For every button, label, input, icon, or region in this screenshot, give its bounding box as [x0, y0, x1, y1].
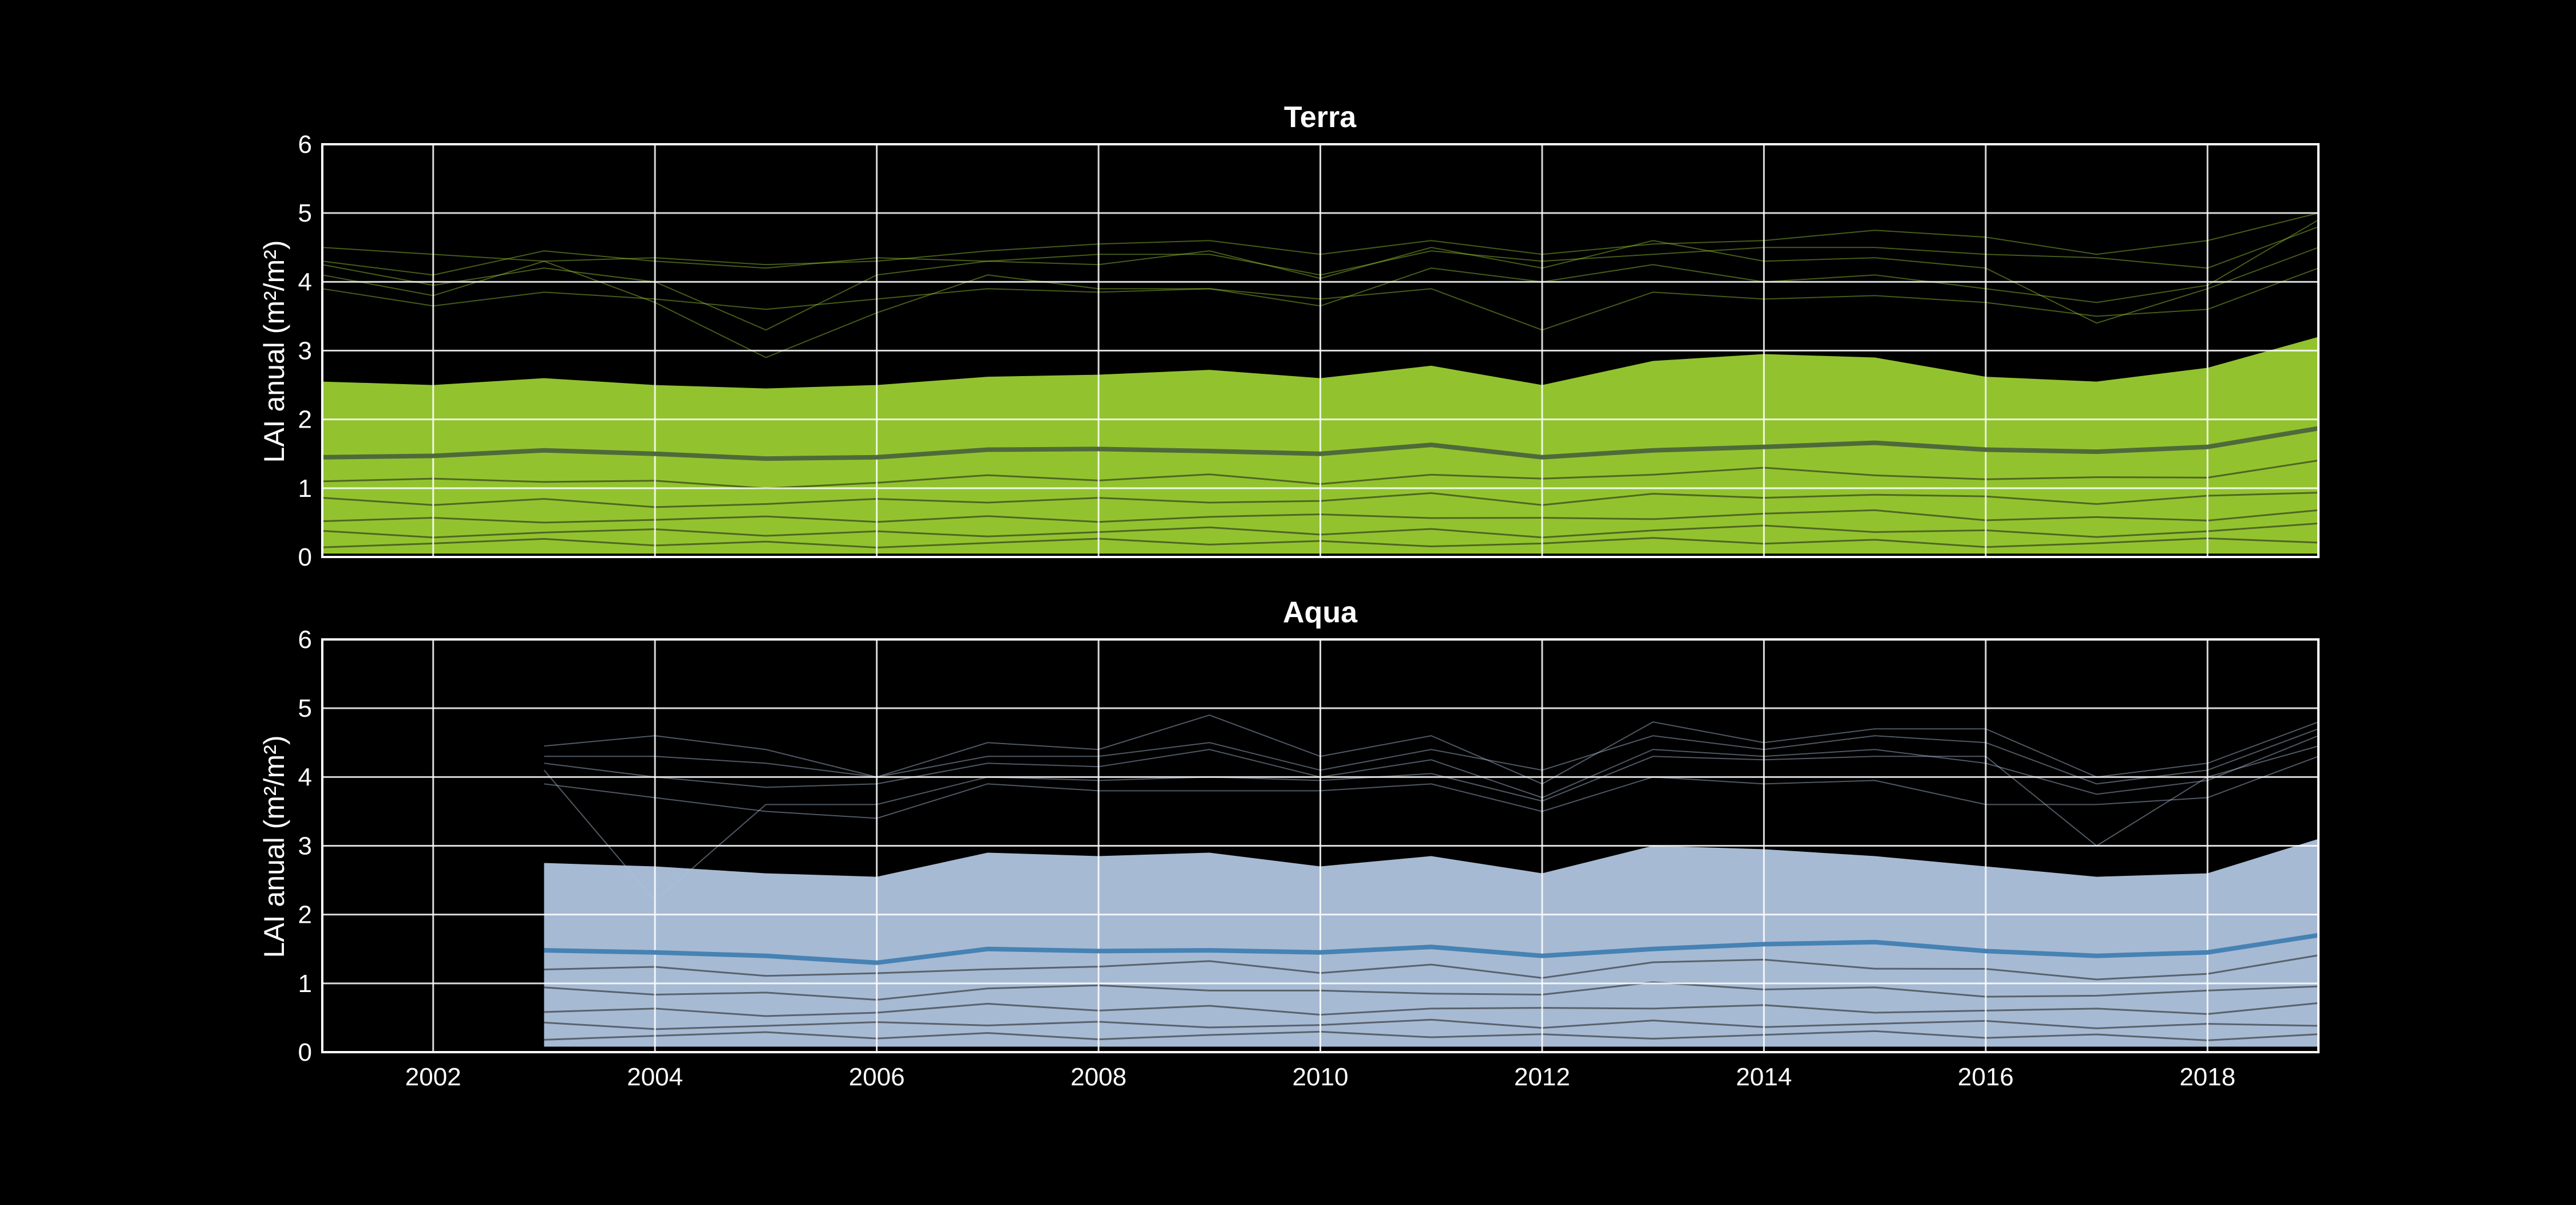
- aqua-high-series-4: [543, 745, 2319, 902]
- aqua-xtick-label: 2004: [627, 1063, 683, 1091]
- aqua-plot-area: 0 1 2 3 4 5 6 2002 2004 2006 2008 2010 2012 2014 2016 2…: [298, 626, 2320, 1091]
- aqua-ytick-label: 4: [298, 763, 312, 791]
- aqua-ytick-label: 6: [298, 626, 312, 654]
- aqua-low-series-2: [544, 1002, 2319, 1017]
- terra-axes-frame: [321, 143, 2320, 558]
- aqua-axes-frame: [321, 638, 2320, 1053]
- terra-ytick-label: 2: [298, 406, 312, 434]
- aqua-high-series-3: [544, 756, 2319, 819]
- aqua-xtick-label: 2016: [1958, 1063, 2014, 1091]
- terra-ytick-label: 3: [298, 337, 312, 365]
- aqua-high-series-1: [544, 728, 2319, 785]
- terra-panel: Terra LAI anual (m²/m²) 0 1 2 3 4 5 6: [258, 101, 2320, 571]
- aqua-band: [544, 839, 2319, 1047]
- aqua-xtick-label: 2018: [2179, 1063, 2235, 1091]
- aqua-xtick-label: 2002: [405, 1063, 461, 1091]
- terra-ylabel: LAI anual (m²/m²): [258, 240, 290, 463]
- aqua-mean-line: [544, 933, 2319, 965]
- aqua-low-series-1: [544, 1018, 2319, 1030]
- aqua-ytick-label: 2: [298, 901, 312, 929]
- aqua-ytick-label: 5: [298, 694, 312, 722]
- aqua-ytick-label: 3: [298, 832, 312, 860]
- aqua-low-series-4: [544, 954, 2319, 981]
- terra-ytick-label: 6: [298, 131, 312, 159]
- aqua-xtick-label: 2014: [1736, 1063, 1792, 1091]
- aqua-panel: Aqua LAI anual (m²/m²) 0 1 2 3 4 5 6 2002 2004 20…: [258, 596, 2320, 1091]
- aqua-ytick-label: 0: [298, 1038, 312, 1066]
- terra-plot-area: 0 1 2 3 4 5 6: [298, 131, 2320, 571]
- aqua-low-series-3: [544, 981, 2319, 1001]
- aqua-xtick-label: 2010: [1293, 1063, 1349, 1091]
- terra-ytick-label: 4: [298, 268, 312, 296]
- aqua-low-series-0: [544, 1030, 2319, 1041]
- aqua-ylabel: LAI anual (m²/m²): [258, 736, 290, 958]
- aqua-xtick-label: 2008: [1070, 1063, 1127, 1091]
- aqua-high-series-0: [544, 714, 2319, 785]
- terra-ytick-label: 0: [298, 543, 312, 571]
- terra-ytick-label: 1: [298, 475, 312, 503]
- aqua-xtick-label: 2006: [849, 1063, 905, 1091]
- terra-mean-line: [322, 426, 2319, 461]
- terra-title: Terra: [1284, 101, 1357, 134]
- terra-ytick-label: 5: [298, 199, 312, 227]
- aqua-title: Aqua: [1283, 596, 1358, 629]
- aqua-xtick-label: 2012: [1514, 1063, 1570, 1091]
- aqua-ytick-label: 1: [298, 970, 312, 998]
- aqua-high-series-2: [544, 735, 2319, 799]
